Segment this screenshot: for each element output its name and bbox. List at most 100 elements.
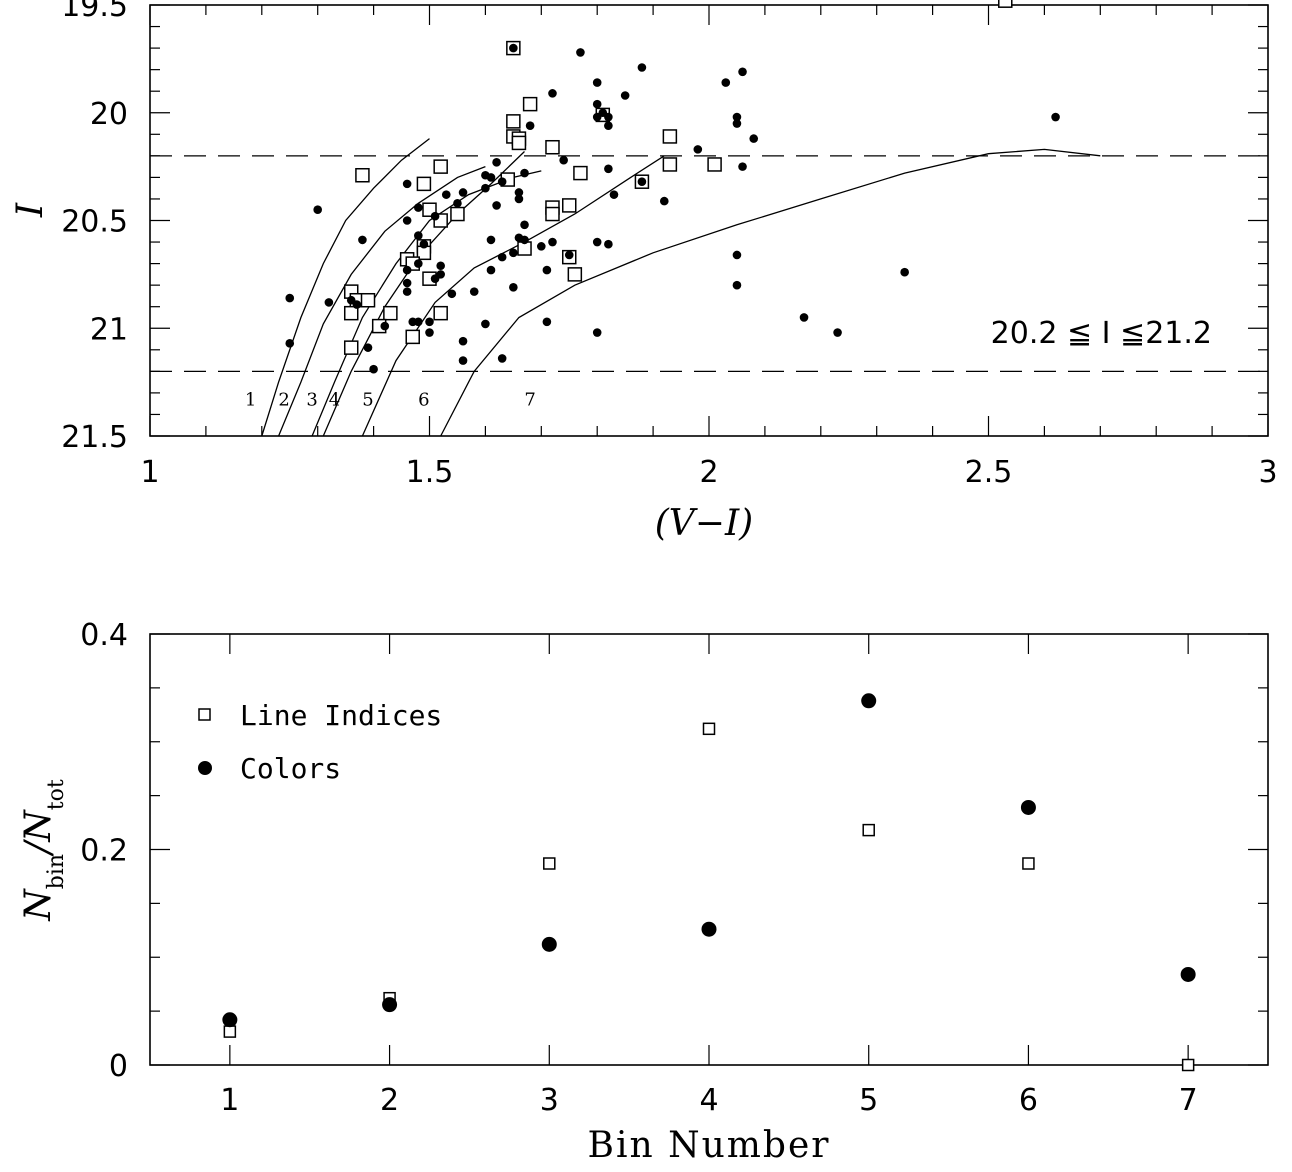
fraction-colors-point (382, 997, 398, 1013)
fraction-line-indices-point (1181, 1058, 1195, 1072)
cmd-colors-point (604, 112, 613, 122)
cmd-y-tick-label: 20.5 (61, 205, 128, 240)
cmd-colors-point (352, 300, 362, 309)
cmd-y-tick-label: 19.5 (61, 0, 128, 24)
cmd-bin-label: 1 (245, 389, 256, 410)
fraction-y-tick-label: 0.4 (80, 618, 128, 653)
cmd-colors-point (833, 328, 842, 337)
y-label-n1: N (18, 888, 59, 922)
cmd-colors-point (458, 188, 468, 197)
cmd-colors-point (1051, 112, 1060, 122)
cmd-colors-point (749, 134, 759, 143)
fraction-ticks (150, 633, 1268, 1066)
cmd-colors-point (738, 67, 747, 77)
cmd-colors-point (441, 190, 451, 199)
cmd-colors-point (738, 162, 747, 171)
cmd-colors-point (402, 278, 412, 288)
fraction-colors-point (701, 921, 717, 937)
cmd-colors-point (369, 364, 378, 374)
cmd-bin-label: 2 (278, 389, 289, 410)
cmd-colors-point (732, 112, 742, 122)
cmd-colors-point (732, 119, 742, 128)
cmd-line-indices-point (360, 292, 376, 308)
cmd-colors-point (637, 177, 647, 187)
legend-colors-label: Colors (240, 752, 341, 785)
fraction-x-tick-label: 5 (859, 1083, 878, 1118)
fraction-colors-point (1180, 966, 1196, 982)
cmd-line-indices-points (343, 0, 1013, 355)
fraction-line-indices-point (1022, 857, 1035, 870)
cmd-colors-point (414, 317, 423, 327)
cmd-bin-boundary-curve (277, 165, 486, 437)
cmd-colors-point (592, 99, 602, 109)
fraction-x-tick-label: 7 (1179, 1083, 1198, 1118)
cmd-colors-point (497, 177, 507, 187)
cmd-colors-point (609, 190, 619, 199)
cmd-bin-label: 3 (306, 389, 317, 410)
cmd-colors-point (799, 313, 809, 322)
cmd-colors-point (525, 121, 535, 130)
cmd-colors-point (414, 231, 423, 240)
legend-colors-marker (198, 761, 212, 775)
fraction-colors-point (1020, 799, 1036, 815)
cmd-bin-boundary-curve (261, 138, 430, 437)
cmd-line-indices-point (355, 167, 370, 183)
fraction-x-axis-label: Bin Number (588, 1125, 831, 1166)
fraction-x-tick-label: 4 (699, 1083, 718, 1118)
fraction-y-tick-label: 0.2 (80, 834, 128, 869)
cmd-dashed-limits (150, 155, 1268, 372)
cmd-line-indices-point (405, 329, 420, 345)
cmd-y-axis-label: I (10, 202, 51, 218)
cmd-x-axis-label: (V−I) (655, 503, 753, 544)
cmd-colors-point (458, 336, 468, 346)
cmd-colors-point (576, 48, 585, 57)
cmd-colors-point (564, 250, 574, 260)
cmd-x-tick-label: 3 (1258, 455, 1277, 490)
cmd-line-indices-point (383, 305, 398, 321)
cmd-colors-point (592, 78, 602, 87)
cmd-colors-point (520, 235, 529, 245)
cmd-colors-point (402, 265, 412, 275)
cmd-colors-point (659, 196, 669, 206)
cmd-colors-point (509, 43, 518, 53)
cmd-colors-point (481, 319, 490, 329)
fraction-x-tick-label: 3 (540, 1083, 559, 1118)
cmd-colors-point (402, 287, 412, 296)
cmd-colors-point (900, 267, 909, 277)
cmd-line-indices-point (416, 176, 432, 192)
cmd-ticks (149, 4, 1269, 437)
cmd-line-indices-point (522, 96, 538, 112)
cmd-line-indices-point (433, 159, 448, 174)
cmd-line-indices-point (707, 157, 722, 172)
cmd-colors-point (447, 289, 457, 299)
cmd-line-indices-point (562, 198, 577, 213)
cmd-colors-point (509, 248, 518, 258)
fraction-line-indices-point (543, 857, 556, 870)
fraction-x-tick-label: 2 (380, 1083, 399, 1118)
cmd-y-tick-label: 20 (90, 97, 128, 132)
cmd-colors-point (425, 328, 434, 337)
cmd-colors-point (542, 317, 552, 327)
fraction-colors-point (541, 936, 557, 952)
cmd-bin-boundaries (261, 138, 1101, 437)
cmd-line-indices-point (662, 157, 678, 172)
cmd-colors-point (358, 235, 367, 245)
cmd-colors-point (604, 239, 613, 249)
fraction-line-indices-point (702, 722, 716, 736)
cmd-line-indices-point (450, 206, 465, 222)
cmd-colors-point (693, 145, 703, 154)
fraction-line-indices-point (862, 823, 875, 837)
cmd-colors-point (559, 155, 568, 165)
cmd-bin-boundary-curve (361, 155, 665, 437)
cmd-colors-point (497, 252, 507, 262)
cmd-colors-point (514, 188, 524, 197)
cmd-x-tick-label: 2 (699, 455, 718, 490)
cmd-colors-point (592, 112, 602, 122)
cmd-y-tick-label: 21 (90, 312, 128, 347)
cmd-line-indices-point (343, 305, 359, 321)
cmd-colors-point (380, 321, 390, 331)
fraction-line-indices-point (223, 1025, 237, 1038)
fraction-tick-labels: 1 2 3 4 5 6 7 0 0.2 0.4 (80, 618, 1197, 1118)
